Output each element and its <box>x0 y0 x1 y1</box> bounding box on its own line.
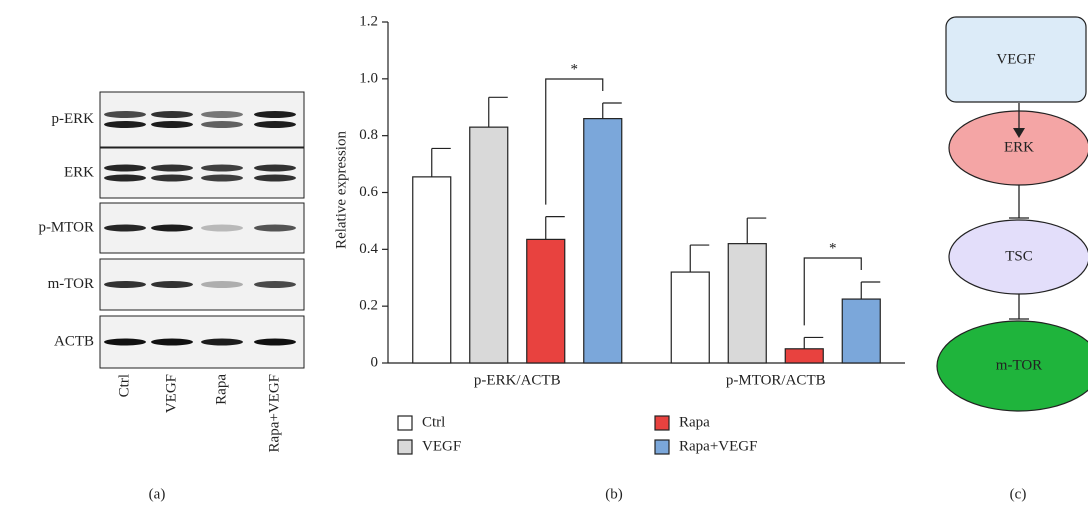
y-tick-label: 0.4 <box>359 241 378 257</box>
band <box>151 281 193 288</box>
y-tick-label: 0.6 <box>359 184 378 200</box>
row-label: m-TOR <box>48 276 94 292</box>
lane-label: Rapa+VEGF <box>266 374 282 452</box>
bar <box>413 177 451 363</box>
band <box>201 281 243 288</box>
band <box>254 225 296 232</box>
y-tick-label: 1.0 <box>359 70 378 86</box>
band <box>201 339 243 346</box>
band <box>254 111 296 118</box>
bar <box>671 272 709 363</box>
band <box>201 111 243 118</box>
bar <box>584 119 622 363</box>
bar <box>728 244 766 363</box>
bar <box>842 299 880 363</box>
y-tick-label: 0.8 <box>359 127 378 143</box>
band <box>151 165 193 172</box>
band <box>104 225 146 232</box>
bar <box>470 127 508 363</box>
bar <box>785 349 823 363</box>
blot-panel <box>100 148 304 198</box>
band <box>104 111 146 118</box>
legend-swatch <box>655 440 669 454</box>
band <box>254 339 296 346</box>
panel-label: (a) <box>149 486 166 502</box>
legend-swatch <box>398 440 412 454</box>
panel-label: (b) <box>605 486 623 502</box>
band <box>201 165 243 172</box>
bar <box>527 239 565 363</box>
band <box>104 175 146 182</box>
node-label: ERK <box>1004 139 1034 155</box>
legend-label: Rapa <box>679 414 710 430</box>
band <box>151 225 193 232</box>
band <box>254 175 296 182</box>
significance-label: * <box>829 240 837 256</box>
legend-label: VEGF <box>422 438 461 454</box>
band <box>151 175 193 182</box>
node-label: m-TOR <box>996 357 1042 373</box>
node-label: VEGF <box>996 51 1035 67</box>
row-label: p-MTOR <box>38 219 94 235</box>
y-tick-label: 0 <box>371 354 379 370</box>
band <box>254 165 296 172</box>
band <box>104 121 146 128</box>
blot-panel <box>100 92 304 147</box>
band <box>151 111 193 118</box>
panel-label: (c) <box>1010 486 1027 502</box>
band <box>104 339 146 346</box>
lane-label: Rapa <box>213 374 229 405</box>
row-label: p-ERK <box>52 111 95 127</box>
y-tick-label: 0.2 <box>359 298 378 314</box>
band <box>201 121 243 128</box>
lane-label: Ctrl <box>116 374 132 397</box>
band <box>254 281 296 288</box>
legend-swatch <box>655 416 669 430</box>
y-tick-label: 1.2 <box>359 13 378 29</box>
band <box>151 121 193 128</box>
legend-swatch <box>398 416 412 430</box>
legend-label: Ctrl <box>422 414 445 430</box>
x-tick-label: p-MTOR/ACTB <box>726 372 826 388</box>
figure: (a) (b) (c) Relative expression <box>0 0 1088 515</box>
row-label: ERK <box>64 164 94 180</box>
band <box>104 165 146 172</box>
significance-label: * <box>571 61 579 77</box>
lane-label: VEGF <box>163 374 179 413</box>
node-label: TSC <box>1005 248 1033 264</box>
row-label: ACTB <box>54 333 94 349</box>
band <box>254 121 296 128</box>
band <box>201 175 243 182</box>
legend-label: Rapa+VEGF <box>679 438 757 454</box>
band <box>104 281 146 288</box>
x-tick-label: p-ERK/ACTB <box>474 372 561 388</box>
band <box>201 225 243 232</box>
y-axis-label: Relative expression <box>333 131 349 249</box>
band <box>151 339 193 346</box>
